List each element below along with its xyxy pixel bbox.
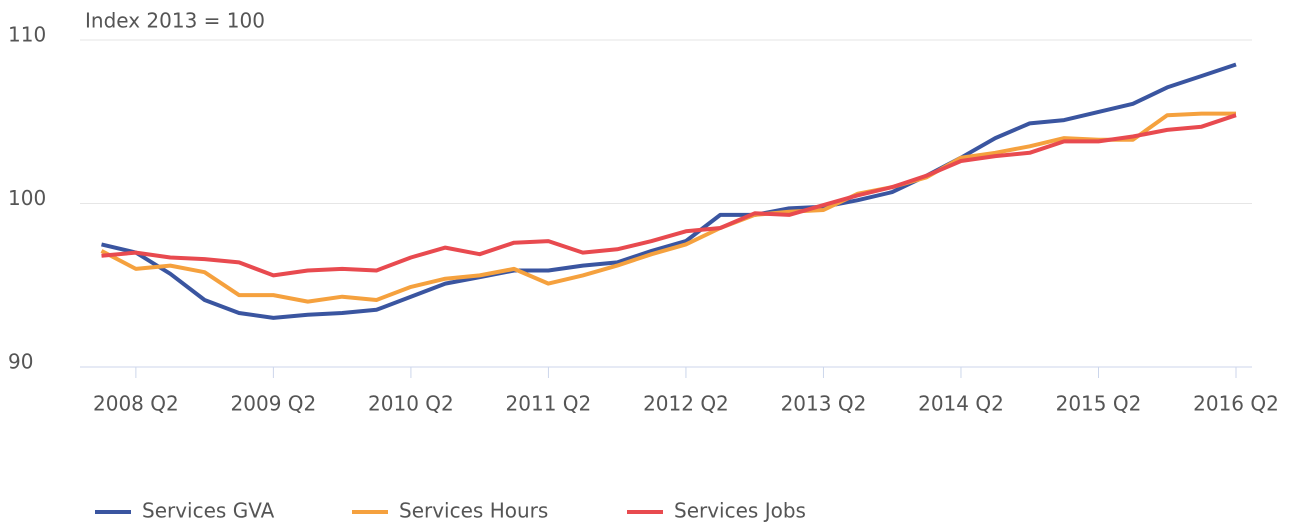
x-tick-label: 2015 Q2 [1056,392,1142,416]
x-tick-label: 2011 Q2 [506,392,592,416]
legend-label: Services GVA [142,499,275,523]
x-tick-label: 2014 Q2 [918,392,1004,416]
y-tick-label: 100 [8,186,46,210]
x-tick-label: 2016 Q2 [1193,392,1279,416]
legend-label: Services Hours [399,499,548,523]
y-tick-label: 110 [8,23,46,47]
legend-label: Services Jobs [674,499,806,523]
series-line [101,62,1237,320]
chart-title: Index 2013 = 100 [85,9,265,33]
y-tick-label: 90 [8,350,33,374]
x-tick-label: 2008 Q2 [93,392,179,416]
series-line [101,113,1237,278]
x-tick-label: 2013 Q2 [781,392,867,416]
x-tick-label: 2012 Q2 [643,392,729,416]
x-tick-label: 2010 Q2 [368,392,454,416]
x-tick-label: 2009 Q2 [231,392,317,416]
series-line [100,111,1236,304]
